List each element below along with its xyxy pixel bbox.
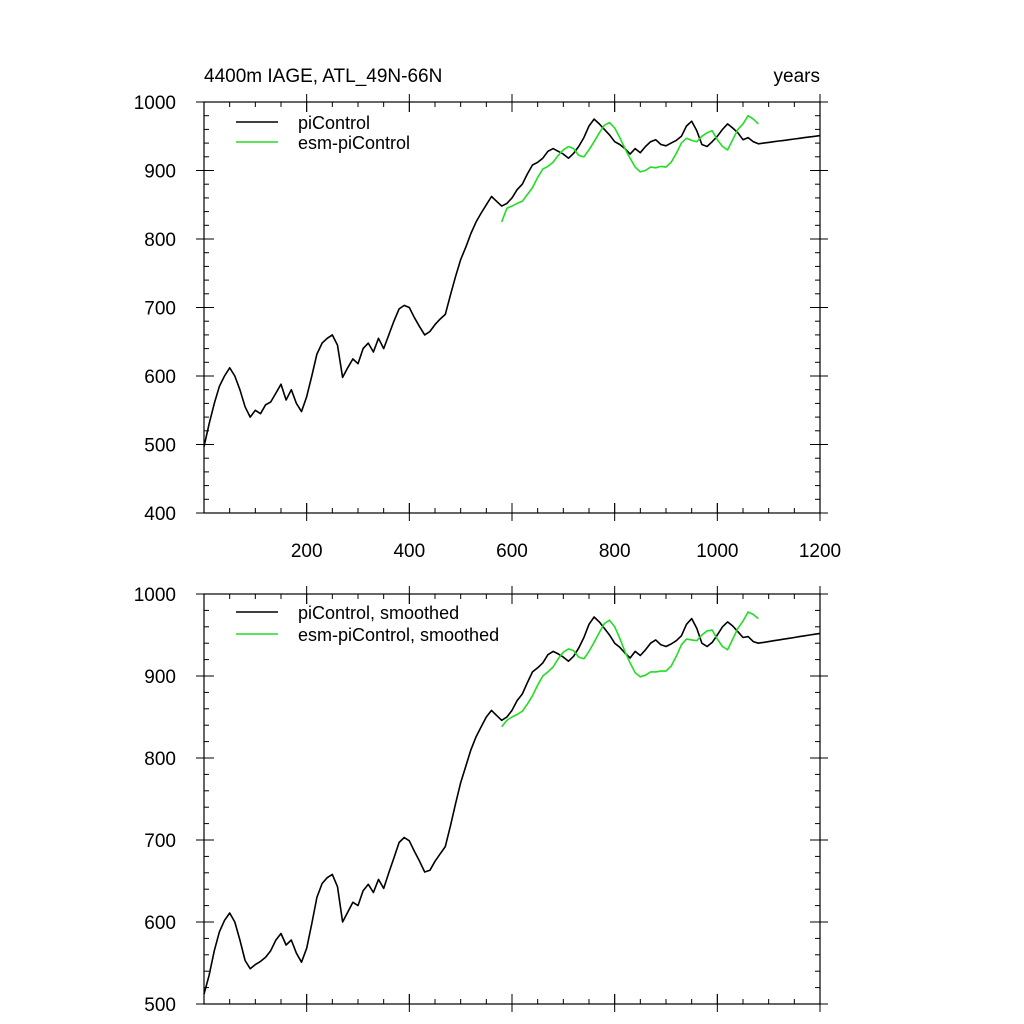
x-tick-label: 800 [599, 541, 631, 562]
y-tick-label: 800 [144, 749, 176, 770]
bottom-panel: 500 600 700 800 900 1000 piControl, smoothedes… [134, 585, 828, 1016]
legend-label: esm-piControl, smoothed [298, 625, 499, 645]
top-panel: 4400m IAGE, ATL_49N-66N years 200 400 600 8… [134, 66, 841, 562]
chart-title: 4400m IAGE, ATL_49N-66N [204, 66, 442, 87]
legend-label: esm-piControl [298, 133, 410, 153]
legend-label: piControl, smoothed [298, 603, 459, 623]
y-tick-label: 400 [144, 504, 176, 525]
y-tick-label: 1000 [134, 585, 176, 606]
x-tick-label: 1200 [799, 541, 841, 562]
plot-frame [203, 593, 821, 1005]
series-line-esm-picontrol [501, 611, 759, 728]
x-tick-label: 400 [393, 541, 425, 562]
units-label: years [774, 66, 820, 87]
y-tick-label: 900 [144, 162, 176, 183]
series-line-picontrol [203, 118, 821, 447]
plot-frame [203, 101, 821, 514]
y-tick-label: 700 [144, 831, 176, 852]
x-tick-label: 200 [291, 541, 323, 562]
y-tick-label: 500 [144, 995, 176, 1016]
x-tick-label: 600 [496, 541, 528, 562]
y-tick-label: 700 [144, 299, 176, 320]
x-tick-label: 1000 [696, 541, 738, 562]
y-tick-label: 1000 [134, 93, 176, 114]
series-line-picontrol [203, 616, 821, 995]
y-tick-label: 900 [144, 667, 176, 688]
legend-label: piControl [298, 113, 370, 133]
y-tick-label: 500 [144, 436, 176, 457]
y-tick-label: 600 [144, 913, 176, 934]
series-line-esm-picontrol [500, 114, 759, 223]
y-tick-label: 600 [144, 367, 176, 388]
y-tick-label: 800 [144, 230, 176, 251]
